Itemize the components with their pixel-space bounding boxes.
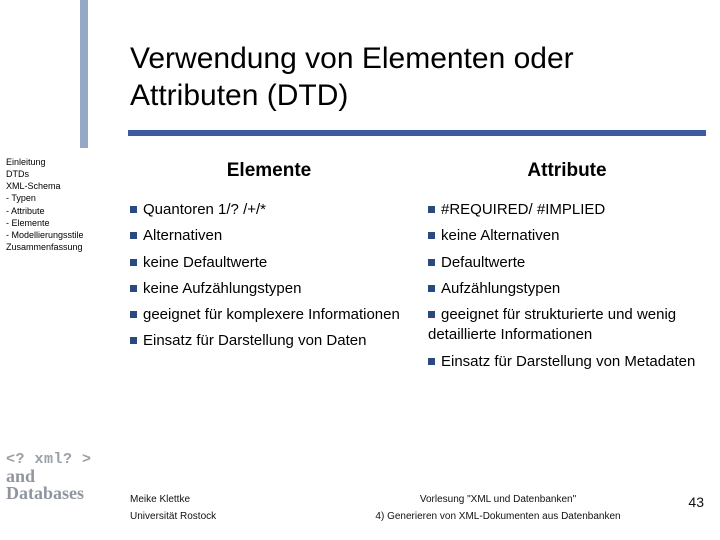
bullet-text: #REQUIRED/ #IMPLIED xyxy=(441,201,605,218)
bullet-icon xyxy=(428,232,435,239)
bullet-text: Aufzählungstypen xyxy=(441,280,560,297)
list-item: geeignet für komplexere Informationen xyxy=(130,305,408,325)
bullet-icon xyxy=(130,311,137,318)
list-item: Einsatz für Darstellung von Metadaten xyxy=(428,352,706,372)
bullet-icon xyxy=(130,285,137,292)
title-underline xyxy=(128,130,706,136)
title-region: Verwendung von Elementen oder Attributen… xyxy=(130,22,706,132)
bullet-text: Einsatz für Darstellung von Metadaten xyxy=(441,353,695,370)
list-item: keine Alternativen xyxy=(428,226,706,246)
sidebar-item: DTDs xyxy=(6,168,116,180)
bullet-icon xyxy=(428,285,435,292)
footer-uni: Universität Rostock xyxy=(130,511,290,522)
bullet-list: #REQUIRED/ #IMPLIED keine Alternativen D… xyxy=(428,200,706,372)
bullet-text: geeignet für komplexere Informationen xyxy=(143,306,400,323)
list-item: #REQUIRED/ #IMPLIED xyxy=(428,200,706,220)
bullet-icon xyxy=(130,206,137,213)
bullet-text: keine Aufzählungstypen xyxy=(143,280,301,297)
sidebar-item: Zusammenfassung xyxy=(6,241,116,253)
sidebar-item: - Elemente xyxy=(6,217,116,229)
slide-title: Verwendung von Elementen oder Attributen… xyxy=(130,40,706,115)
bullet-text: Einsatz für Darstellung von Daten xyxy=(143,332,366,349)
list-item: Quantoren 1/? /+/* xyxy=(130,200,408,220)
bullet-text: keine Alternativen xyxy=(441,227,559,244)
sidebar-item: - Typen xyxy=(6,192,116,204)
footer-subtitle: 4) Generieren von XML-Dokumenten aus Dat… xyxy=(290,511,706,522)
column-heading: Attribute xyxy=(428,160,706,182)
footer-author: Meike Klettke xyxy=(130,494,290,505)
sidebar-item: XML-Schema xyxy=(6,180,116,192)
column-elemente: Elemente Quantoren 1/? /+/* Alternativen… xyxy=(130,160,408,450)
bullet-icon xyxy=(428,358,435,365)
list-item: Defaultwerte xyxy=(428,253,706,273)
footer-row: Universität Rostock 4) Generieren von XM… xyxy=(130,511,706,522)
footer-row: Meike Klettke Vorlesung "XML und Datenba… xyxy=(130,494,706,505)
slide: Verwendung von Elementen oder Attributen… xyxy=(0,0,720,540)
list-item: geeignet für strukturierte und wenig det… xyxy=(428,305,706,346)
bullet-icon xyxy=(428,206,435,213)
title-side-accent xyxy=(80,0,88,148)
bullet-icon xyxy=(428,311,435,318)
sidebar-item: - Attribute xyxy=(6,205,116,217)
sidebar-item: Einleitung xyxy=(6,156,116,168)
bullet-icon xyxy=(130,337,137,344)
list-item: keine Defaultwerte xyxy=(130,253,408,273)
outline-sidebar: Einleitung DTDs XML-Schema - Typen - Att… xyxy=(6,156,116,253)
bullet-list: Quantoren 1/? /+/* Alternativen keine De… xyxy=(130,200,408,352)
bullet-icon xyxy=(428,259,435,266)
footer: Meike Klettke Vorlesung "XML und Datenba… xyxy=(130,488,706,522)
logo-block: <? xml? > and Databases xyxy=(6,451,118,504)
footer-lecture: Vorlesung "XML und Datenbanken" xyxy=(290,494,706,505)
content-columns: Elemente Quantoren 1/? /+/* Alternativen… xyxy=(130,160,706,450)
list-item: Aufzählungstypen xyxy=(428,279,706,299)
column-heading: Elemente xyxy=(130,160,408,182)
logo-line3: Databases xyxy=(6,483,118,504)
bullet-text: geeignet für strukturierte und wenig det… xyxy=(428,306,676,343)
bullet-text: keine Defaultwerte xyxy=(143,254,267,271)
bullet-icon xyxy=(130,232,137,239)
page-number: 43 xyxy=(688,494,704,510)
list-item: Einsatz für Darstellung von Daten xyxy=(130,331,408,351)
bullet-text: Alternativen xyxy=(143,227,222,244)
bullet-text: Defaultwerte xyxy=(441,254,525,271)
bullet-text: Quantoren 1/? /+/* xyxy=(143,201,266,218)
sidebar-item: - Modellierungsstile xyxy=(6,229,116,241)
list-item: keine Aufzählungstypen xyxy=(130,279,408,299)
column-attribute: Attribute #REQUIRED/ #IMPLIED keine Alte… xyxy=(428,160,706,450)
list-item: Alternativen xyxy=(130,226,408,246)
bullet-icon xyxy=(130,259,137,266)
